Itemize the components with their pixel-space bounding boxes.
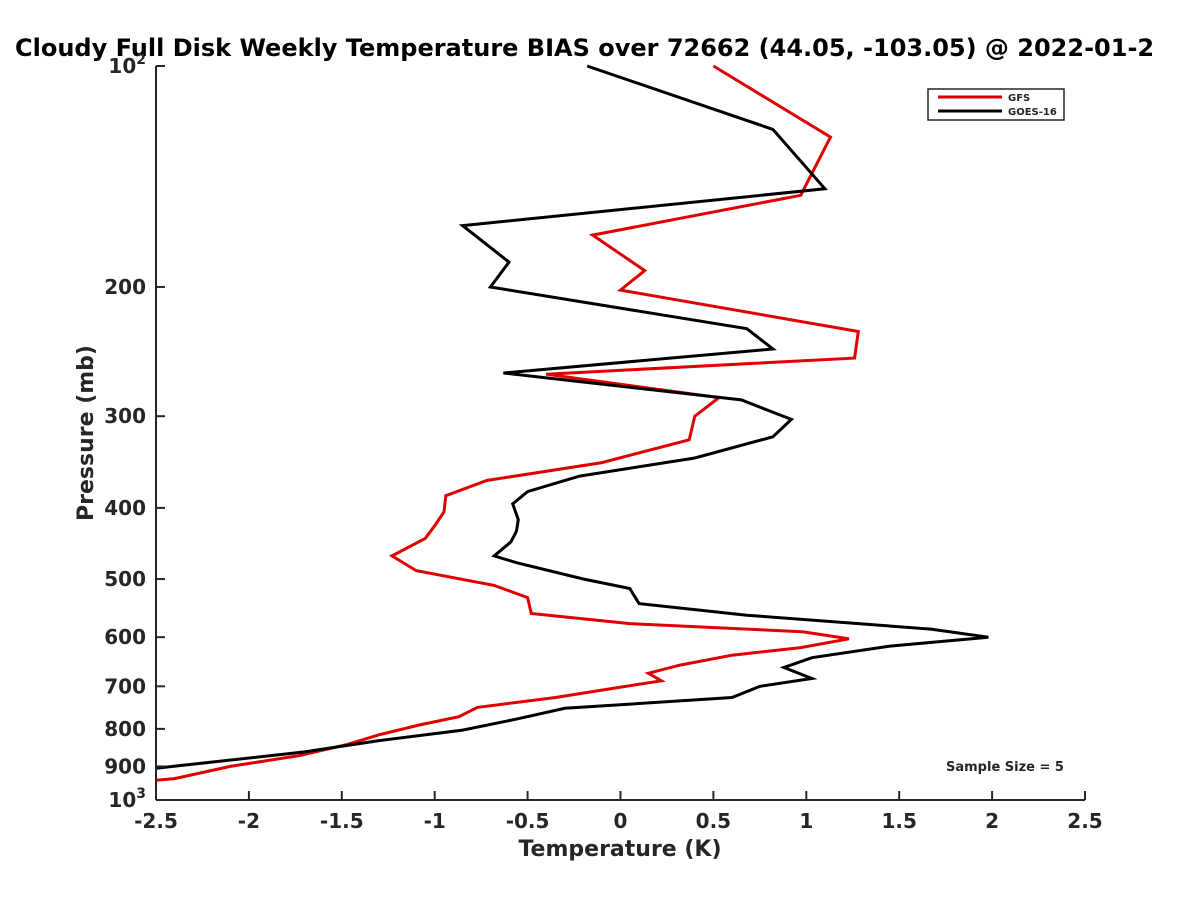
y-tick-label: 800: [104, 717, 146, 741]
y-tick-label: 700: [104, 674, 146, 698]
x-tick-label: -0.5: [506, 809, 550, 833]
x-axis-label: Temperature (K): [518, 837, 721, 862]
y-tick-label: 900: [104, 754, 146, 778]
x-tick-label: -1.5: [320, 809, 364, 833]
legend: GFS GOES-16: [927, 88, 1065, 121]
legend-box: [927, 88, 1065, 121]
axes: [155, 66, 1085, 801]
series-layer: [155, 64, 989, 782]
legend-label-goes16: GOES-16: [1008, 107, 1057, 118]
y-tick-label: 400: [104, 496, 146, 520]
y-tick-label: 200: [104, 275, 146, 299]
legend-label-gfs: GFS: [1008, 93, 1030, 104]
x-ticks: -2.5 -2 -1.5 -1 -0.5 0 0.5 1 1.5 2 2.5: [134, 791, 1103, 833]
series-line-gfs: [155, 64, 860, 782]
x-tick-label: 1: [799, 809, 813, 833]
y-axis-label: Pressure (mb): [74, 345, 99, 521]
x-tick-label: 2: [985, 809, 999, 833]
x-tick-label: -1: [424, 809, 446, 833]
y-ticks: 102 200 300 400 500 600 700 800 900 103: [104, 52, 165, 812]
y-tick-label: 300: [104, 404, 146, 428]
x-tick-label: 1.5: [881, 809, 916, 833]
y-tick-label: 103: [108, 786, 146, 812]
x-tick-label: -2.5: [134, 809, 178, 833]
x-tick-label: 0: [614, 809, 628, 833]
chart-title: Cloudy Full Disk Weekly Temperature BIAS…: [15, 34, 1154, 62]
x-tick-label: 2.5: [1067, 809, 1102, 833]
x-tick-label: 0.5: [696, 809, 731, 833]
series-line-goes16: [155, 64, 989, 770]
y-tick-label: 600: [104, 625, 146, 649]
y-tick-label: 500: [104, 567, 146, 591]
sample-size-note: Sample Size = 5: [946, 760, 1064, 775]
x-tick-label: -2: [238, 809, 260, 833]
y-tick-label: 102: [108, 52, 146, 78]
